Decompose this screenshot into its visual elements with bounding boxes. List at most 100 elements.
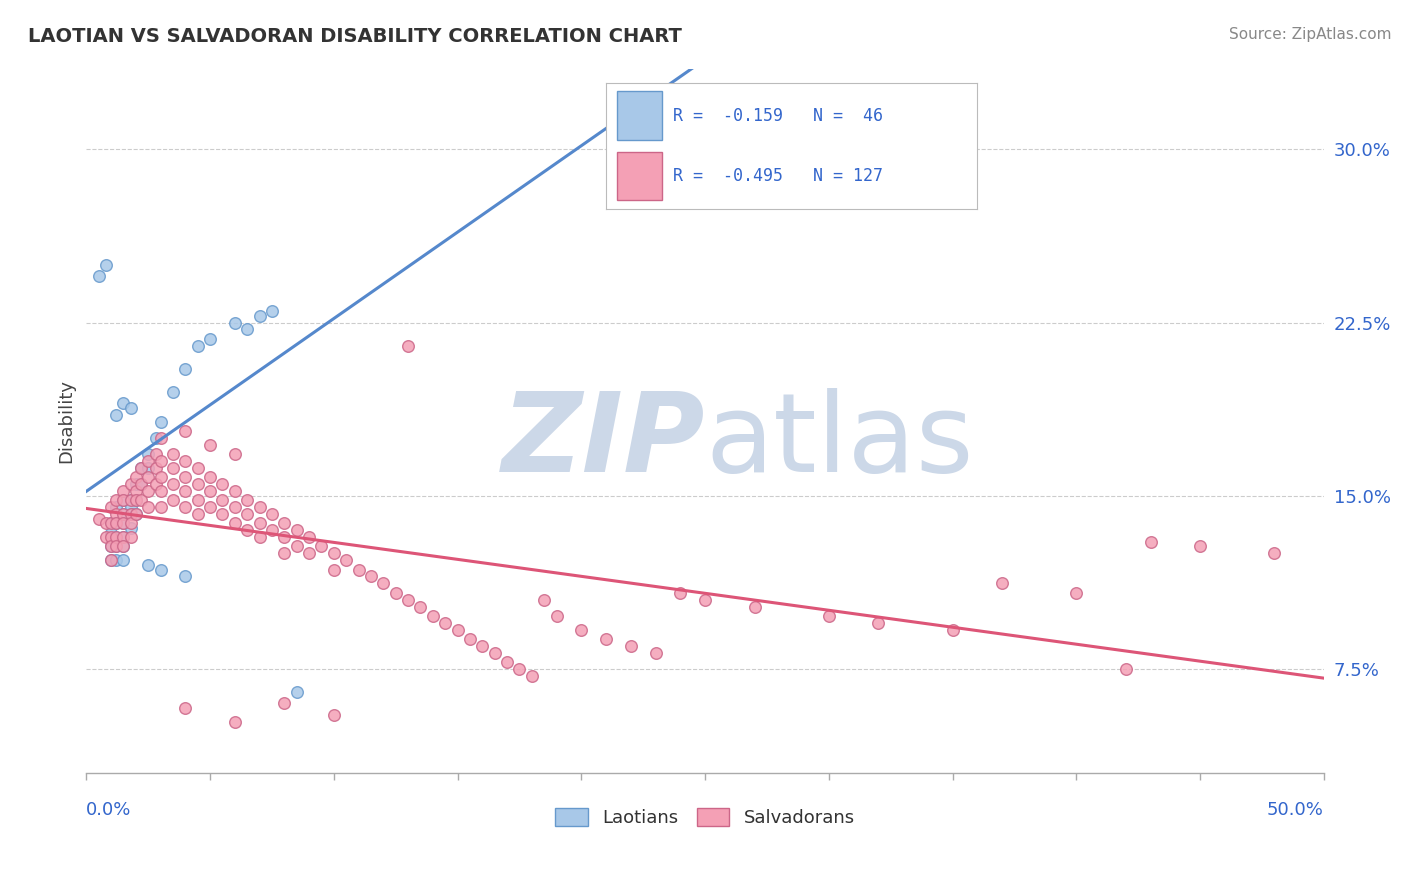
Point	[136, 447, 159, 461]
Point	[120, 507, 142, 521]
Point	[112, 540, 135, 554]
Point	[87, 269, 110, 284]
Point	[120, 507, 142, 521]
Point	[396, 592, 419, 607]
Point	[1263, 546, 1285, 560]
Point	[285, 540, 308, 554]
Point	[347, 563, 370, 577]
Point	[104, 507, 127, 521]
Point	[273, 516, 295, 531]
Text: LAOTIAN VS SALVADORAN DISABILITY CORRELATION CHART: LAOTIAN VS SALVADORAN DISABILITY CORRELA…	[28, 27, 682, 45]
Point	[120, 401, 142, 415]
Point	[260, 304, 283, 318]
Point	[125, 507, 148, 521]
Point	[384, 585, 406, 599]
Point	[187, 477, 209, 491]
Point	[187, 338, 209, 352]
Point	[569, 623, 592, 637]
Point	[136, 454, 159, 468]
Point	[129, 461, 152, 475]
Point	[224, 516, 246, 531]
Point	[285, 685, 308, 699]
Point	[273, 546, 295, 560]
Point	[104, 540, 127, 554]
Point	[125, 493, 148, 508]
Point	[1189, 540, 1212, 554]
Point	[112, 493, 135, 508]
Point	[104, 530, 127, 544]
Point	[744, 599, 766, 614]
Point	[149, 415, 172, 429]
Point	[112, 540, 135, 554]
Point	[136, 470, 159, 484]
Point	[458, 632, 481, 646]
Point	[100, 540, 122, 554]
Point	[198, 484, 221, 499]
Point	[187, 493, 209, 508]
Point	[198, 500, 221, 515]
Point	[533, 592, 555, 607]
Point	[942, 623, 965, 637]
Point	[120, 493, 142, 508]
Point	[100, 516, 122, 531]
Y-axis label: Disability: Disability	[58, 378, 75, 463]
Point	[471, 639, 494, 653]
Point	[198, 470, 221, 484]
Point	[187, 507, 209, 521]
Point	[100, 516, 122, 531]
Point	[187, 461, 209, 475]
Point	[446, 623, 468, 637]
Point	[322, 708, 344, 723]
Point	[149, 563, 172, 577]
Point	[322, 563, 344, 577]
Point	[198, 332, 221, 346]
Point	[136, 461, 159, 475]
Point	[149, 470, 172, 484]
Point	[311, 540, 333, 554]
Point	[125, 470, 148, 484]
Point	[162, 461, 184, 475]
Point	[546, 608, 568, 623]
Point	[211, 507, 233, 521]
Point	[285, 524, 308, 538]
Point	[409, 599, 432, 614]
Point	[991, 576, 1014, 591]
Text: Source: ZipAtlas.com: Source: ZipAtlas.com	[1229, 27, 1392, 42]
Point	[125, 477, 148, 491]
Point	[198, 438, 221, 452]
Point	[224, 484, 246, 499]
Point	[335, 553, 357, 567]
Point	[112, 553, 135, 567]
Point	[298, 530, 321, 544]
Point	[129, 477, 152, 491]
Point	[94, 258, 117, 272]
Point	[273, 697, 295, 711]
Point	[484, 646, 506, 660]
Point	[236, 493, 259, 508]
Point	[120, 521, 142, 535]
Point	[1139, 534, 1161, 549]
Point	[104, 553, 127, 567]
Point	[112, 516, 135, 531]
Point	[100, 500, 122, 515]
Point	[100, 553, 122, 567]
Point	[644, 646, 666, 660]
Point	[224, 500, 246, 515]
Point	[112, 484, 135, 499]
Point	[162, 493, 184, 508]
Point	[249, 500, 271, 515]
Point	[120, 500, 142, 515]
Point	[129, 477, 152, 491]
Point	[145, 461, 167, 475]
Point	[112, 516, 135, 531]
Point	[112, 507, 135, 521]
Point	[87, 512, 110, 526]
Point	[136, 500, 159, 515]
Point	[112, 530, 135, 544]
Point	[249, 516, 271, 531]
Point	[249, 309, 271, 323]
Point	[174, 484, 197, 499]
Point	[434, 615, 457, 630]
Point	[298, 546, 321, 560]
Point	[129, 461, 152, 475]
